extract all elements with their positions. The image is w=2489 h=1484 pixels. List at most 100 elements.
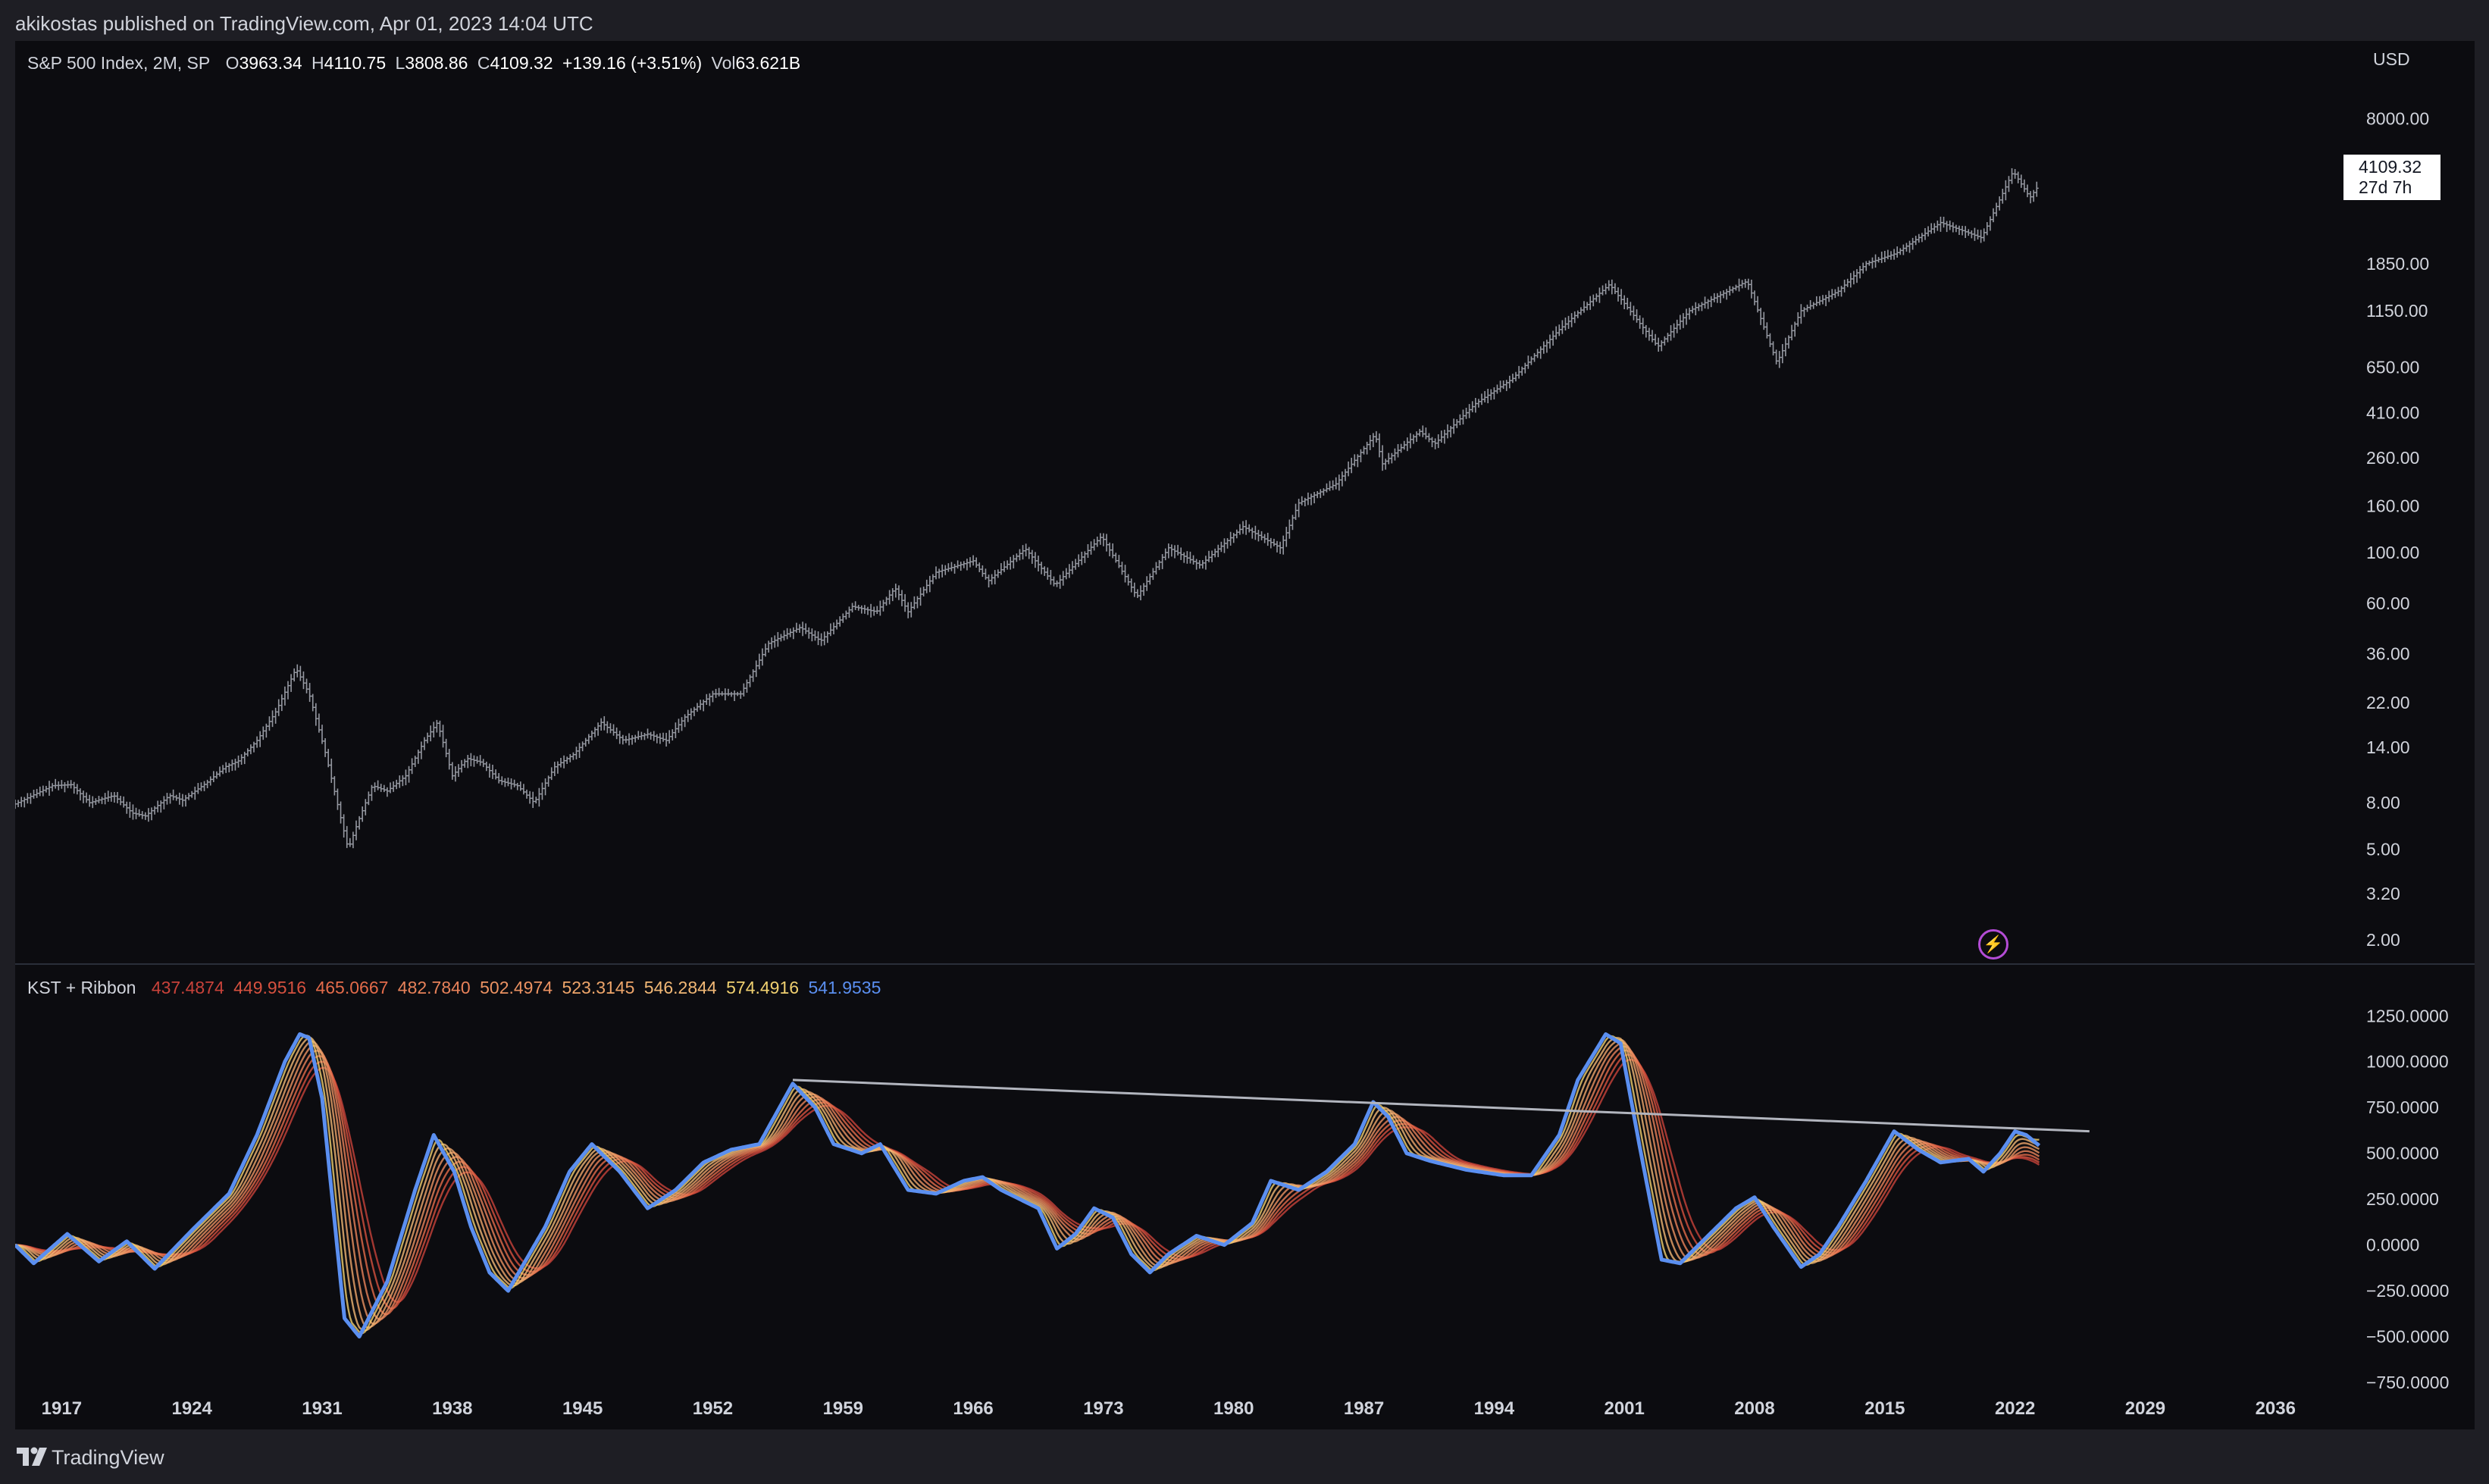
ohlc-bar xyxy=(1318,489,1323,499)
ohlc-bar xyxy=(1119,562,1124,575)
ohlc-bar xyxy=(763,643,768,657)
ohlc-bar xyxy=(1783,337,1788,357)
ohlc-bar xyxy=(391,781,396,792)
price-axis[interactable]: 8000.004800.001850.001150.00650.00410.00… xyxy=(2366,108,2429,950)
ohlc-bar xyxy=(1160,554,1165,569)
ohlc-bar xyxy=(1520,366,1524,376)
ohlc-bar xyxy=(1405,437,1410,452)
price-tick-label: 14.00 xyxy=(2366,737,2410,757)
ohlc-bar xyxy=(897,585,901,600)
ohlc-bar xyxy=(431,722,436,738)
ohlc-bar xyxy=(274,707,278,724)
ohlc-bar xyxy=(1210,550,1214,562)
ohlc-bar xyxy=(680,717,684,731)
ohlc-bar xyxy=(332,776,337,796)
ohlc-bar xyxy=(528,791,532,804)
ohlc-bar xyxy=(425,732,430,744)
ohlc-bar xyxy=(1650,330,1655,343)
price-pane[interactable] xyxy=(15,167,2039,849)
ohlc-bar xyxy=(1321,488,1326,496)
ohlc-bar xyxy=(121,796,126,808)
ohlc-bar xyxy=(453,766,458,782)
ohlc-bar xyxy=(1309,493,1313,506)
time-tick-label: 2015 xyxy=(1864,1398,1905,1419)
ohlc-bar xyxy=(286,681,290,700)
ohlc-bar xyxy=(515,782,520,791)
kst-ribbon-line xyxy=(15,1036,2040,1332)
ohlc-bar xyxy=(769,637,774,650)
ohlc-bar xyxy=(335,788,340,810)
ohlc-bar xyxy=(521,784,526,795)
ohlc-bar xyxy=(249,744,253,755)
ohlc-bar xyxy=(726,688,731,697)
ohlc-bar xyxy=(1129,578,1134,593)
symbol-info[interactable]: S&P 500 Index, 2M, SP xyxy=(27,53,211,73)
ohlc-bar xyxy=(1591,294,1595,307)
ohlc-bar xyxy=(512,779,517,787)
ohlc-bar xyxy=(1557,324,1561,337)
ohlc-bar xyxy=(1814,296,1819,306)
price-tick-label: 410.00 xyxy=(2366,403,2419,423)
ohlc-bar xyxy=(925,579,929,593)
ohlc-bar xyxy=(1985,222,1990,236)
ohlc-bar xyxy=(1678,315,1683,330)
ohlc-bar xyxy=(565,756,569,764)
ohlc-bar xyxy=(193,786,197,800)
ohlc-bar xyxy=(149,807,154,821)
ohlc-bar xyxy=(19,797,23,807)
kst-pane[interactable] xyxy=(15,1032,2090,1338)
ohlc-bar xyxy=(959,562,963,571)
ohlc-bar xyxy=(1241,521,1245,534)
ohlc-bar xyxy=(2003,180,2008,201)
ohlc-bar xyxy=(875,606,879,615)
tradingview-brand[interactable]: TradingView xyxy=(52,1446,164,1469)
ohlc-bar xyxy=(850,603,855,613)
ohlc-bar xyxy=(1539,346,1543,359)
ohlc-bar xyxy=(283,686,287,706)
time-tick-label: 1931 xyxy=(302,1398,342,1419)
chart-frame[interactable]: 8000.004800.001850.001150.00650.00410.00… xyxy=(15,41,2475,1429)
ohlc-bar xyxy=(1374,430,1379,443)
time-axis[interactable]: 1917 1924 1931 1938 1945 1952 1959 1966 1973 1980… xyxy=(42,1398,2296,1419)
ohlc-bar xyxy=(903,593,907,612)
ohlc-bar xyxy=(949,562,953,571)
ohlc-bar xyxy=(1656,337,1661,352)
ohlc-bar xyxy=(1048,569,1053,585)
ohlc-bar xyxy=(1675,319,1680,333)
ohlc-bar xyxy=(844,610,848,620)
ohlc-bar xyxy=(109,792,114,802)
ohlc-bar xyxy=(1709,296,1714,308)
kst-title[interactable]: KST + Ribbon xyxy=(27,978,136,997)
ohlc-bar xyxy=(16,800,20,808)
ohlc-bar xyxy=(1328,481,1332,491)
kst-axis[interactable]: 1250.0000 1000.0000 750.0000 500.0000 250.00… xyxy=(2366,1006,2449,1392)
time-tick-label: 1924 xyxy=(171,1398,212,1419)
ohlc-bar xyxy=(891,588,895,602)
ohlc-bar xyxy=(1132,582,1137,597)
ohlc-bar xyxy=(1874,254,1878,268)
ohlc-bar xyxy=(1777,351,1782,368)
ohlc-bar xyxy=(339,801,343,824)
ohlc-bar xyxy=(655,734,659,744)
ohlc-bar xyxy=(345,825,349,848)
ohlc-bar xyxy=(1883,250,1887,263)
ohlc-bar xyxy=(1185,551,1189,564)
ohlc-bar xyxy=(524,789,529,799)
lightning-bolt-icon[interactable]: ⚡ xyxy=(1978,929,2008,960)
ohlc-bar xyxy=(227,762,231,773)
chart-canvas[interactable]: 8000.004800.001850.001150.00650.00410.00… xyxy=(15,41,2475,1429)
ohlc-bar xyxy=(1110,543,1115,559)
ohlc-bar xyxy=(1244,520,1248,535)
time-tick-label: 1952 xyxy=(693,1398,733,1419)
high-value: 4110.75 xyxy=(324,53,387,73)
ohlc-bar xyxy=(403,769,408,786)
ohlc-bar xyxy=(1389,452,1394,464)
ohlc-bar xyxy=(1033,552,1038,568)
tradingview-logo-icon[interactable] xyxy=(15,1445,49,1469)
ohlc-change: +139.16 (+3.51%) xyxy=(562,53,703,73)
ohlc-bar xyxy=(1504,380,1509,391)
price-tick-label: 260.00 xyxy=(2366,448,2419,468)
ohlc-bar xyxy=(1247,524,1251,533)
ohlc-bar xyxy=(1144,576,1149,591)
ohlc-bar xyxy=(1420,425,1425,437)
